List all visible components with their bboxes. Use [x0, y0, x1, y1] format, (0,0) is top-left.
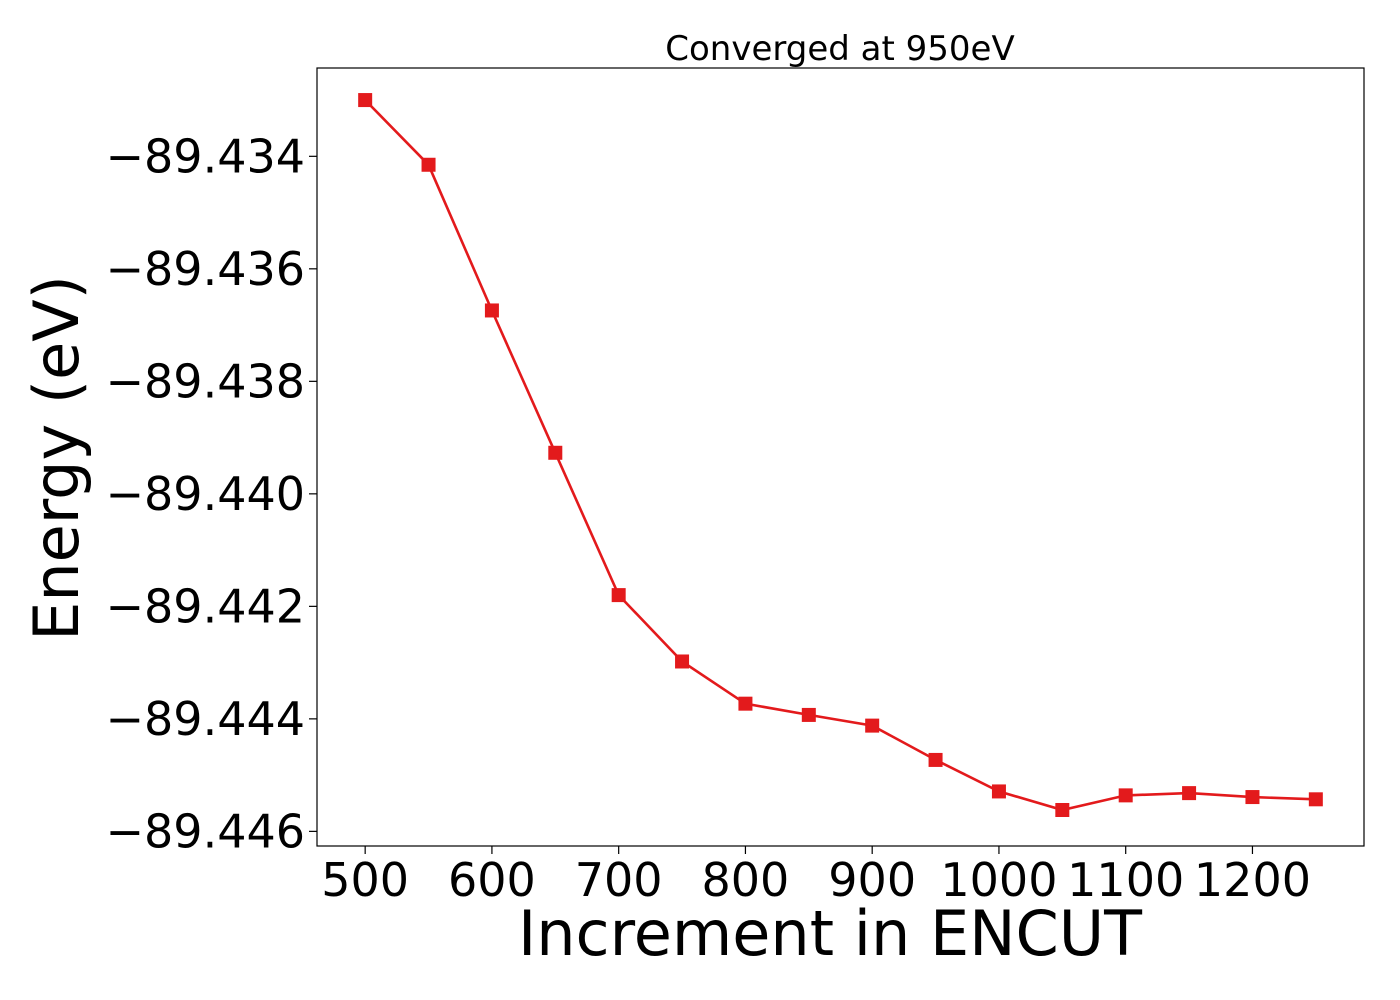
y-tick-label: −89.434	[106, 129, 306, 183]
data-point	[1182, 786, 1197, 801]
data-point	[548, 445, 563, 460]
data-point	[1245, 790, 1260, 805]
data-point	[1055, 802, 1070, 817]
chart-title: Converged at 950eV	[665, 29, 1014, 69]
data-point	[358, 93, 373, 108]
x-tick-label: 800	[702, 853, 790, 907]
y-tick-label: −89.436	[106, 242, 306, 296]
y-axis-ticks: −89.434 −89.436 −89.438 −89.440 −89.442 −89.4…	[106, 129, 317, 858]
y-tick-label: −89.446	[106, 804, 306, 858]
x-tick-label: 500	[321, 853, 409, 907]
x-tick-label: 1000	[940, 853, 1057, 907]
x-axis-title: Increment in ENCUT	[518, 897, 1143, 970]
data-point	[991, 784, 1006, 799]
x-tick-label: 600	[448, 853, 536, 907]
x-tick-label: 700	[575, 853, 663, 907]
x-tick-label: 1100	[1067, 853, 1184, 907]
data-point	[484, 303, 499, 318]
data-point	[1308, 792, 1323, 807]
plot-area	[358, 93, 1323, 817]
y-tick-label: −89.440	[106, 467, 306, 521]
x-tick-label: 1200	[1194, 853, 1311, 907]
data-point	[1118, 788, 1133, 803]
plot-frame	[316, 67, 1365, 847]
y-tick-label: −89.442	[106, 579, 306, 633]
x-tick-label: 900	[828, 853, 916, 907]
data-point	[421, 157, 436, 172]
y-tick-label: −89.444	[106, 692, 306, 746]
data-point	[675, 654, 690, 669]
data-point	[865, 718, 880, 733]
data-point	[928, 752, 943, 767]
y-tick-label: −89.438	[106, 354, 306, 408]
y-axis-title: Energy (eV)	[20, 275, 93, 641]
data-point	[611, 588, 626, 603]
series-line	[364, 99, 1316, 812]
x-axis-ticks: 500 600 700 800 900 1000 1100 1200	[321, 846, 1311, 907]
data-point	[801, 707, 816, 722]
data-point	[738, 696, 753, 711]
